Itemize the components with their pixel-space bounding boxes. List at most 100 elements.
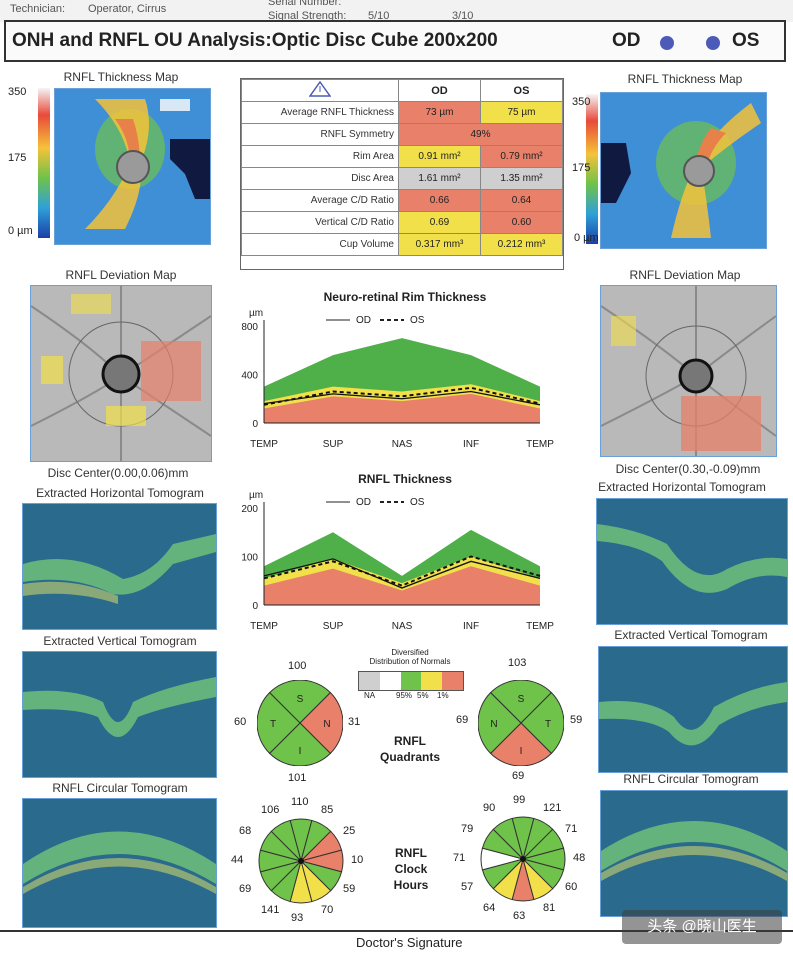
y-tick-label: 0 [252,601,258,612]
row-od-value: 1.61 mm² [398,167,481,190]
legend-os-label: OS [410,315,425,326]
os-quadrant-temp-value: 59 [570,714,583,726]
od-scale-175: 175 [8,152,27,164]
technician-value: Operator, Cirrus [88,3,167,15]
clock-hour-value: 57 [461,881,474,893]
clock-title-line3: Hours [393,878,429,892]
x-tick-label: SUP [323,439,344,450]
header-meta: Technician: Operator, Cirrus Serial Numb… [0,0,793,22]
row-od-value: 73 µm [398,101,481,124]
normal-band-2 [264,566,540,605]
quadrants-title: RNFL Quadrants [365,733,455,765]
clock-hour-value: 81 [543,902,556,915]
clock-hour-value: 71 [453,852,466,864]
signal-label: Signal Strength: [268,10,347,22]
col-os-header: OS [480,79,563,102]
clock-center [298,858,304,864]
rim-thickness-chart: 800 400 0 µm TEMP SUP NAS INF TEMP OD OS [241,308,554,450]
clock-center [520,856,526,862]
od-quadrant-sup-value: 100 [288,660,307,672]
os-clock-pie [480,816,566,902]
clock-hour-value: 44 [231,854,244,866]
y-tick-label: 100 [241,553,258,564]
clock-sector [270,819,302,863]
signal-os: 3/10 [452,10,474,22]
row-label: Cup Volume [241,233,399,256]
clock-hour-value: 99 [513,794,526,806]
os-quadrant-inf-value: 69 [512,770,525,782]
clock-hour-value: 69 [239,883,252,895]
table-header-row: OD OS [241,79,563,102]
row-os-value: 1.35 mm² [480,167,563,190]
table-row: Vertical C/D Ratio 0.69 0.60 [241,211,563,234]
series-OD-line [263,390,541,406]
od-horizontal-title: Extracted Horizontal Tomogram [36,486,204,500]
rnfl-chart-title: RNFL Thickness [358,472,452,486]
legend-na: NA [364,691,376,700]
x-tick-label: TEMP [250,621,278,632]
row-os-value: 0.60 [480,211,563,234]
od-deviation-map [30,285,212,462]
od-thickness-map-title: RNFL Thickness Map [63,70,179,84]
od-scale-0: 0 µm [8,225,33,237]
x-tick-label: NAS [392,439,413,450]
y-tick-label: 200 [241,504,258,515]
od-quadrant-pie: S T N I [257,680,343,766]
x-tick-label: NAS [392,621,413,632]
x-tick-label: TEMP [526,621,554,632]
clock-hour-value: 85 [321,803,334,816]
signal-od: 5/10 [368,10,390,22]
clock-hour-value: 59 [342,883,356,895]
od-quadrant-inf-value: 101 [288,772,307,784]
legend-yellow-swatch [421,672,443,690]
row-os-value: 0.64 [480,189,563,212]
od-clock-pie [258,818,344,904]
os-circular-tomogram [600,790,788,917]
row-label: RNFL Symmetry [241,123,399,146]
os-vertical-title: Extracted Vertical Tomogram [614,628,768,642]
row-od-value: 0.317 mm³ [398,233,481,256]
normal-band-2 [264,393,540,423]
os-disc-center: Disc Center(0.30,-0.09)mm [615,462,761,476]
od-quadrant-temp-value: 60 [234,716,247,728]
parameters-table: OD OS Average RNFL Thickness 73 µm 75 µm RN… [240,78,564,270]
quadrants-title-line2: Quadrants [379,750,440,764]
od-quadrant-i: I [299,746,302,757]
table-row: Cup Volume 0.317 mm³ 0.212 mm³ [241,233,563,256]
x-tick-label: INF [463,621,479,632]
clock-title-line2: Clock [394,862,428,876]
clock-hour-value: 79 [461,823,474,835]
y-tick-label: 0 [252,419,258,430]
os-quadrant-nas-value: 69 [456,714,469,726]
legend-green-swatch [400,672,422,690]
os-horizontal-tomogram [596,498,788,625]
legend-1: 1% [437,691,449,700]
y-unit-label: µm [249,490,263,501]
x-tick-label: TEMP [526,439,554,450]
y-unit-label: µm [249,308,263,319]
legend-na-swatch [359,672,380,690]
os-thickness-map [600,92,767,249]
technician-label: Technician: [10,3,66,15]
os-label: OS [732,30,760,51]
distribution-legend-title: Diversified Distribution of Normals [360,648,460,666]
os-deviation-title: RNFL Deviation Map [629,268,741,282]
title-bar: ONH and RNFL OU Analysis:Optic Disc Cube… [4,20,786,62]
od-vertical-title: Extracted Vertical Tomogram [43,634,197,648]
clock-hour-value: 121 [543,801,562,814]
os-scale-350: 350 [572,96,591,108]
os-color-scale [586,94,598,244]
serial-label: Serial Number: [268,0,342,8]
od-scale-350: 350 [8,86,27,98]
od-disc-center: Disc Center(0.00,0.06)mm [47,466,189,480]
legend-title-line2: Distribution of Normals [369,657,451,666]
clock-hour-value: 64 [483,902,496,915]
legend-od-label: OD [356,315,371,326]
y-tick-label: 800 [241,322,258,333]
legend-5: 5% [417,691,429,700]
clock-hour-value: 93 [291,912,304,924]
row-os-value: 0.212 mm³ [480,233,563,256]
clock-hour-value: 70 [321,904,334,917]
od-deviation-title: RNFL Deviation Map [65,268,177,282]
clock-hour-value: 71 [564,823,578,835]
